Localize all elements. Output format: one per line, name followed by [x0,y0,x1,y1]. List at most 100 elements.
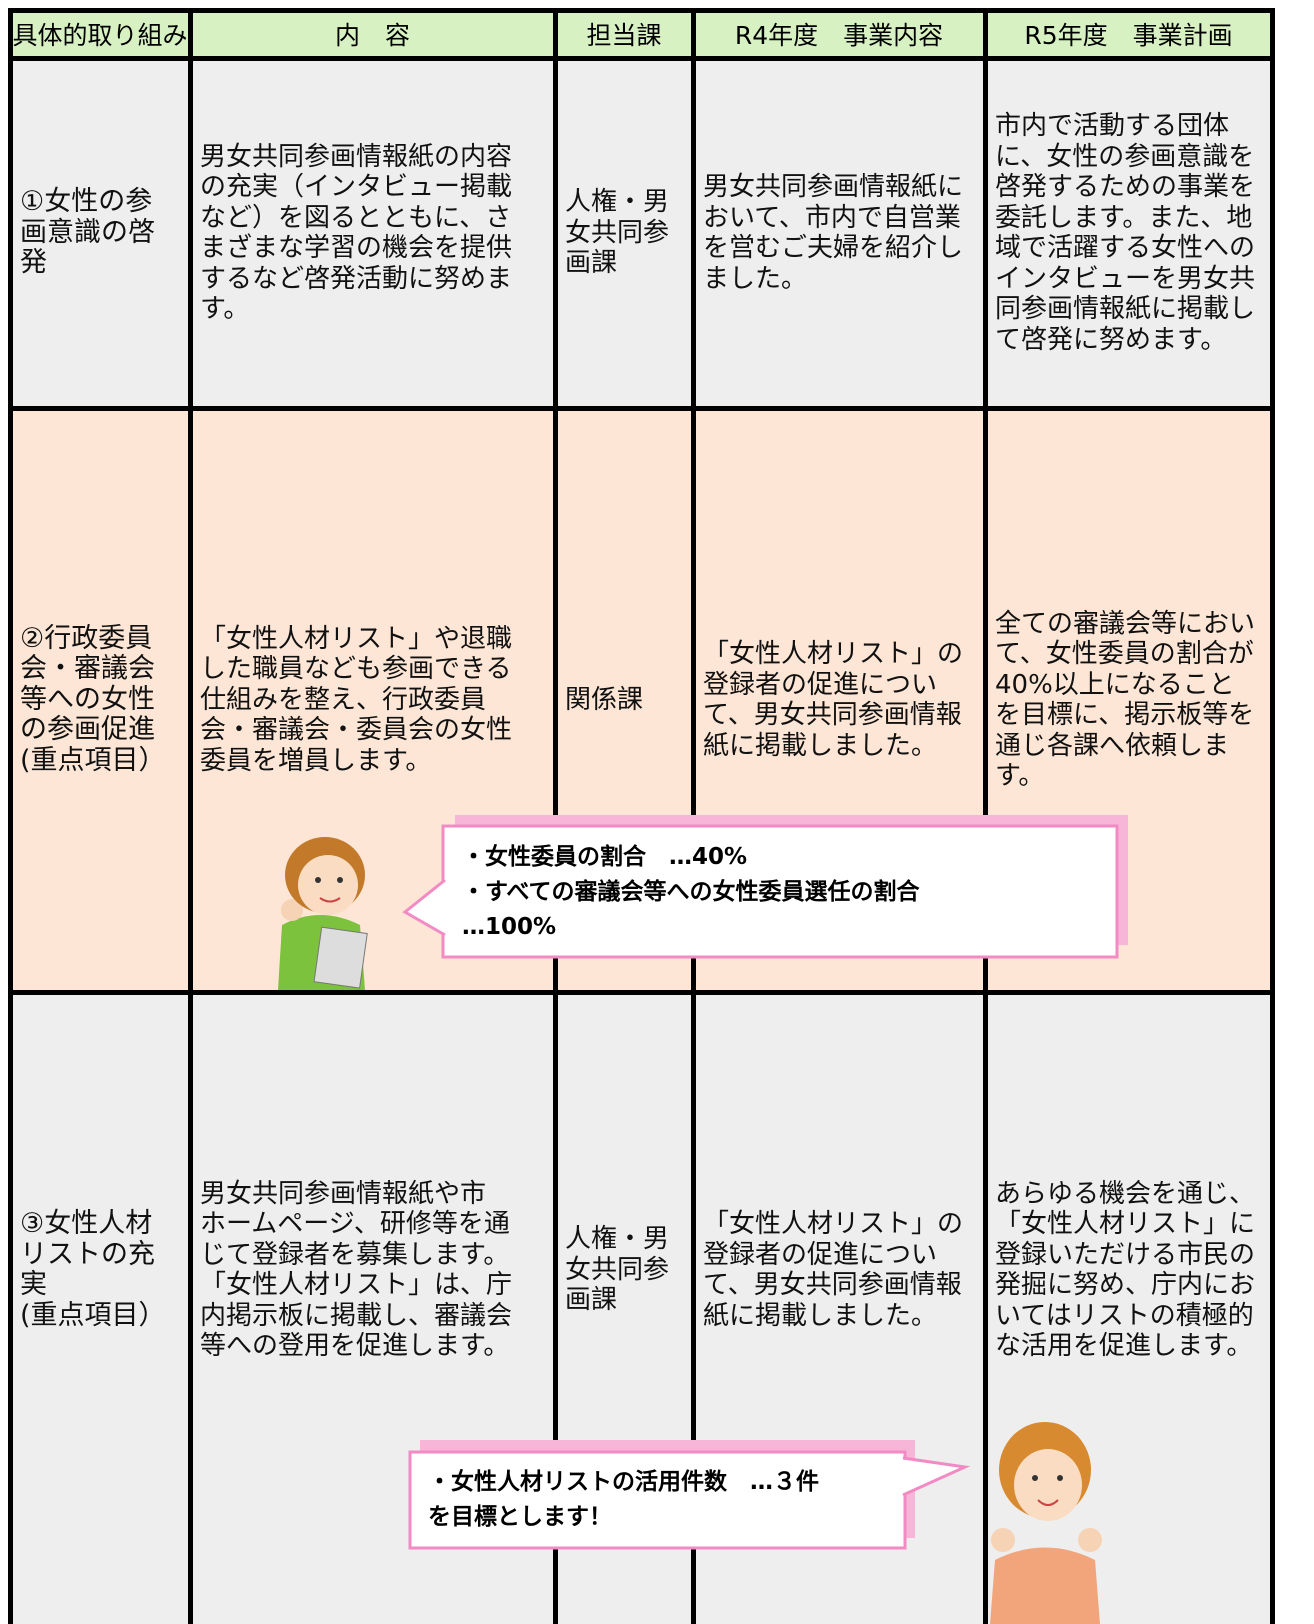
cell-line: おいて、市内で自営業 [703,202,961,233]
cell-line: 域で活躍する女性への [995,233,1256,263]
cell-line: 画意識の啓 [20,216,155,248]
cell-line: 男女共同参画情報紙の内容 [200,141,513,172]
cell-line: を目標に、掲示板等を [995,700,1255,730]
cell-line: 人権・男 [565,1224,670,1255]
cell-line: て、男女共同参画情報 [703,1270,962,1300]
cell-line: 通じ各課へ依頼しま [995,730,1230,761]
header-cell: 具体的取り組み [10,10,190,58]
cell-line: 「女性人材リスト」は、庁 [200,1270,513,1300]
table-cell: ①女性の参 画意識の啓発 [12,58,192,408]
header-cell: 担当課 [555,10,693,58]
cell-line: ホームページ、研修等を通 [200,1209,510,1239]
table-cell: 「女性人材リスト」の 登録者の促進につい て、男女共同参画情報 紙に掲載しました。 [695,408,987,992]
cell-line: ①女性の参 [20,186,153,218]
cell-line: 会・審議会・委員会の女性 [200,715,513,746]
cell-line: 等への登用を促進します。 [200,1331,510,1361]
cell-line: 市内で活動する団体 [995,111,1230,141]
table-cell: あらゆる機会を通じ、 「女性人材リスト」に 登録いただける市民の 発掘に努め、庁内にお… [987,992,1274,1548]
cell-line: 発 [20,247,47,279]
column-line [188,8,193,1624]
table-cell: 全ての審議会等におい て、女性委員の割合が 40%以上になること を目標に、掲示板等を… [987,408,1274,992]
cell-line: 登録者の促進につい [703,1239,938,1270]
cell-line: な活用を促進します。 [995,1331,1253,1361]
cell-line: 関係課 [565,684,644,715]
cell-line: の充実（インタビュー掲載 [200,172,513,202]
cell-line: じて登録者を募集します。 [200,1239,510,1270]
header-cell: R4年度 事業内容 [693,10,985,58]
cell-line: ③女性人材 [20,1208,153,1239]
cell-line: 男女共同参画情報紙に [703,172,964,202]
cell-line: 同参画情報紙に掲載し [995,294,1256,324]
row-bg [10,58,1272,408]
cell-line: 登録者の促進につい [703,669,938,700]
cell-line: インタビューを男女共 [995,263,1256,294]
cell-line: 40%以上になること [995,669,1235,700]
cell-line: 「女性人材リスト」に [995,1209,1256,1239]
cell-line: の参画促進 [20,714,155,746]
table-cell: 「女性人材リスト」の 登録者の促進につい て、男女共同参画情報 紙に掲載しました。 [695,992,987,1548]
callout-text: ・女性委員の割合 …40% ・すべての審議会等への女性委員選任の割合 …100% [462,838,1102,946]
table-cell: 関係課 [557,408,695,992]
column-line [8,8,13,1624]
table-cell: ②行政委員 会・審議会 等への女性 の参画促進 (重点項目） [12,408,192,992]
cell-line: (重点項目） [20,744,166,776]
column-line [1270,8,1275,1624]
cell-line: ②行政委員 [20,622,153,654]
cell-line: 女共同参 [565,217,670,248]
cell-line: 男女共同参画情報紙や市 [200,1178,487,1209]
cell-line: て、女性委員の割合が [995,639,1254,669]
cell-line: 全ての審議会等におい [995,608,1256,639]
table-cell: 「女性人材リスト」や退職 した職員なども参画できる 仕組みを整え、行政委員 会・審議会… [192,408,557,992]
cell-line: 委託します。また、地 [995,202,1253,233]
cell-line: (重点項目） [20,1299,166,1331]
cell-line: 等への女性 [20,683,155,715]
callout-line: …100% [462,913,557,940]
cell-line: あらゆる機会を通じ、 [995,1178,1256,1209]
callout-line: ・すべての審議会等への女性委員選任の割合 [462,878,920,905]
row-line [8,406,1274,411]
cell-line: 仕組みを整え、行政委員 [200,684,487,715]
cell-line: す。 [200,294,250,324]
cell-line: など）を図るとともに、さ [200,202,512,233]
cell-line: 「女性人材リスト」の [703,1209,964,1239]
cell-line: 画課 [565,248,618,279]
table-cell: 男女共同参画情報紙に おいて、市内で自営業 を営むご夫婦を紹介し ました。 [695,58,987,408]
cell-line: するなど啓発活動に努めま [200,263,513,294]
cell-line: す。 [995,761,1045,791]
table-cell: 男女共同参画情報紙の内容 の充実（インタビュー掲載 など）を図るとともに、さ まざまな… [192,58,557,408]
cell-line: リストの充 [20,1238,155,1270]
row-line [8,8,1274,13]
cell-line: 発掘に努め、庁内にお [995,1270,1256,1300]
cell-line: 画課 [565,1285,618,1316]
row-line [8,990,1274,995]
table-cell: 人権・男 女共同参 画課 [557,58,695,408]
cell-line: 紙に掲載しました。 [703,1300,938,1331]
cell-line: 人権・男 [565,187,670,218]
header-cell: R5年度 事業計画 [985,10,1272,58]
cell-line: 女共同参 [565,1254,670,1285]
callout-line: ・女性人材リストの活用件数 …３件 [428,1469,819,1495]
cell-line: 紙に掲載しました。 [703,730,938,761]
table-cell: 男女共同参画情報紙や市 ホームページ、研修等を通 じて登録者を募集します。 「女性人材… [192,992,557,1548]
cell-line: 実 [20,1269,47,1300]
cell-line: に、女性の参画意識を [995,141,1255,172]
cell-line: 「女性人材リスト」や退職 [200,623,513,654]
cell-line: まざまな学習の機会を提供 [200,233,513,263]
cell-line: て、男女共同参画情報 [703,700,962,730]
cell-line: 会・審議会 [20,653,155,685]
cell-line: ました。 [703,263,808,294]
cell-line: 委員を増員します。 [200,745,432,776]
cell-line: て啓発に努めます。 [995,324,1227,355]
callout-line: ・女性委員の割合 …40% [462,843,748,870]
header-cell: 内 容 [190,10,555,58]
callout-text: ・女性人材リストの活用件数 …３件 を目標とします！ [428,1462,898,1538]
row-line [8,56,1274,61]
woman-illustration [278,837,368,990]
cell-line: 登録いただける市民の [995,1239,1256,1270]
cell-line: 内掲示板に掲載し、審議会 [200,1300,513,1331]
woman-illustration [990,1422,1102,1624]
table-cell: ③女性人材 リストの充実 (重点項目） [12,992,192,1548]
cell-line: を営むご夫婦を紹介し [703,233,964,263]
table-cell: 人権・男 女共同参 画課 [557,992,695,1548]
